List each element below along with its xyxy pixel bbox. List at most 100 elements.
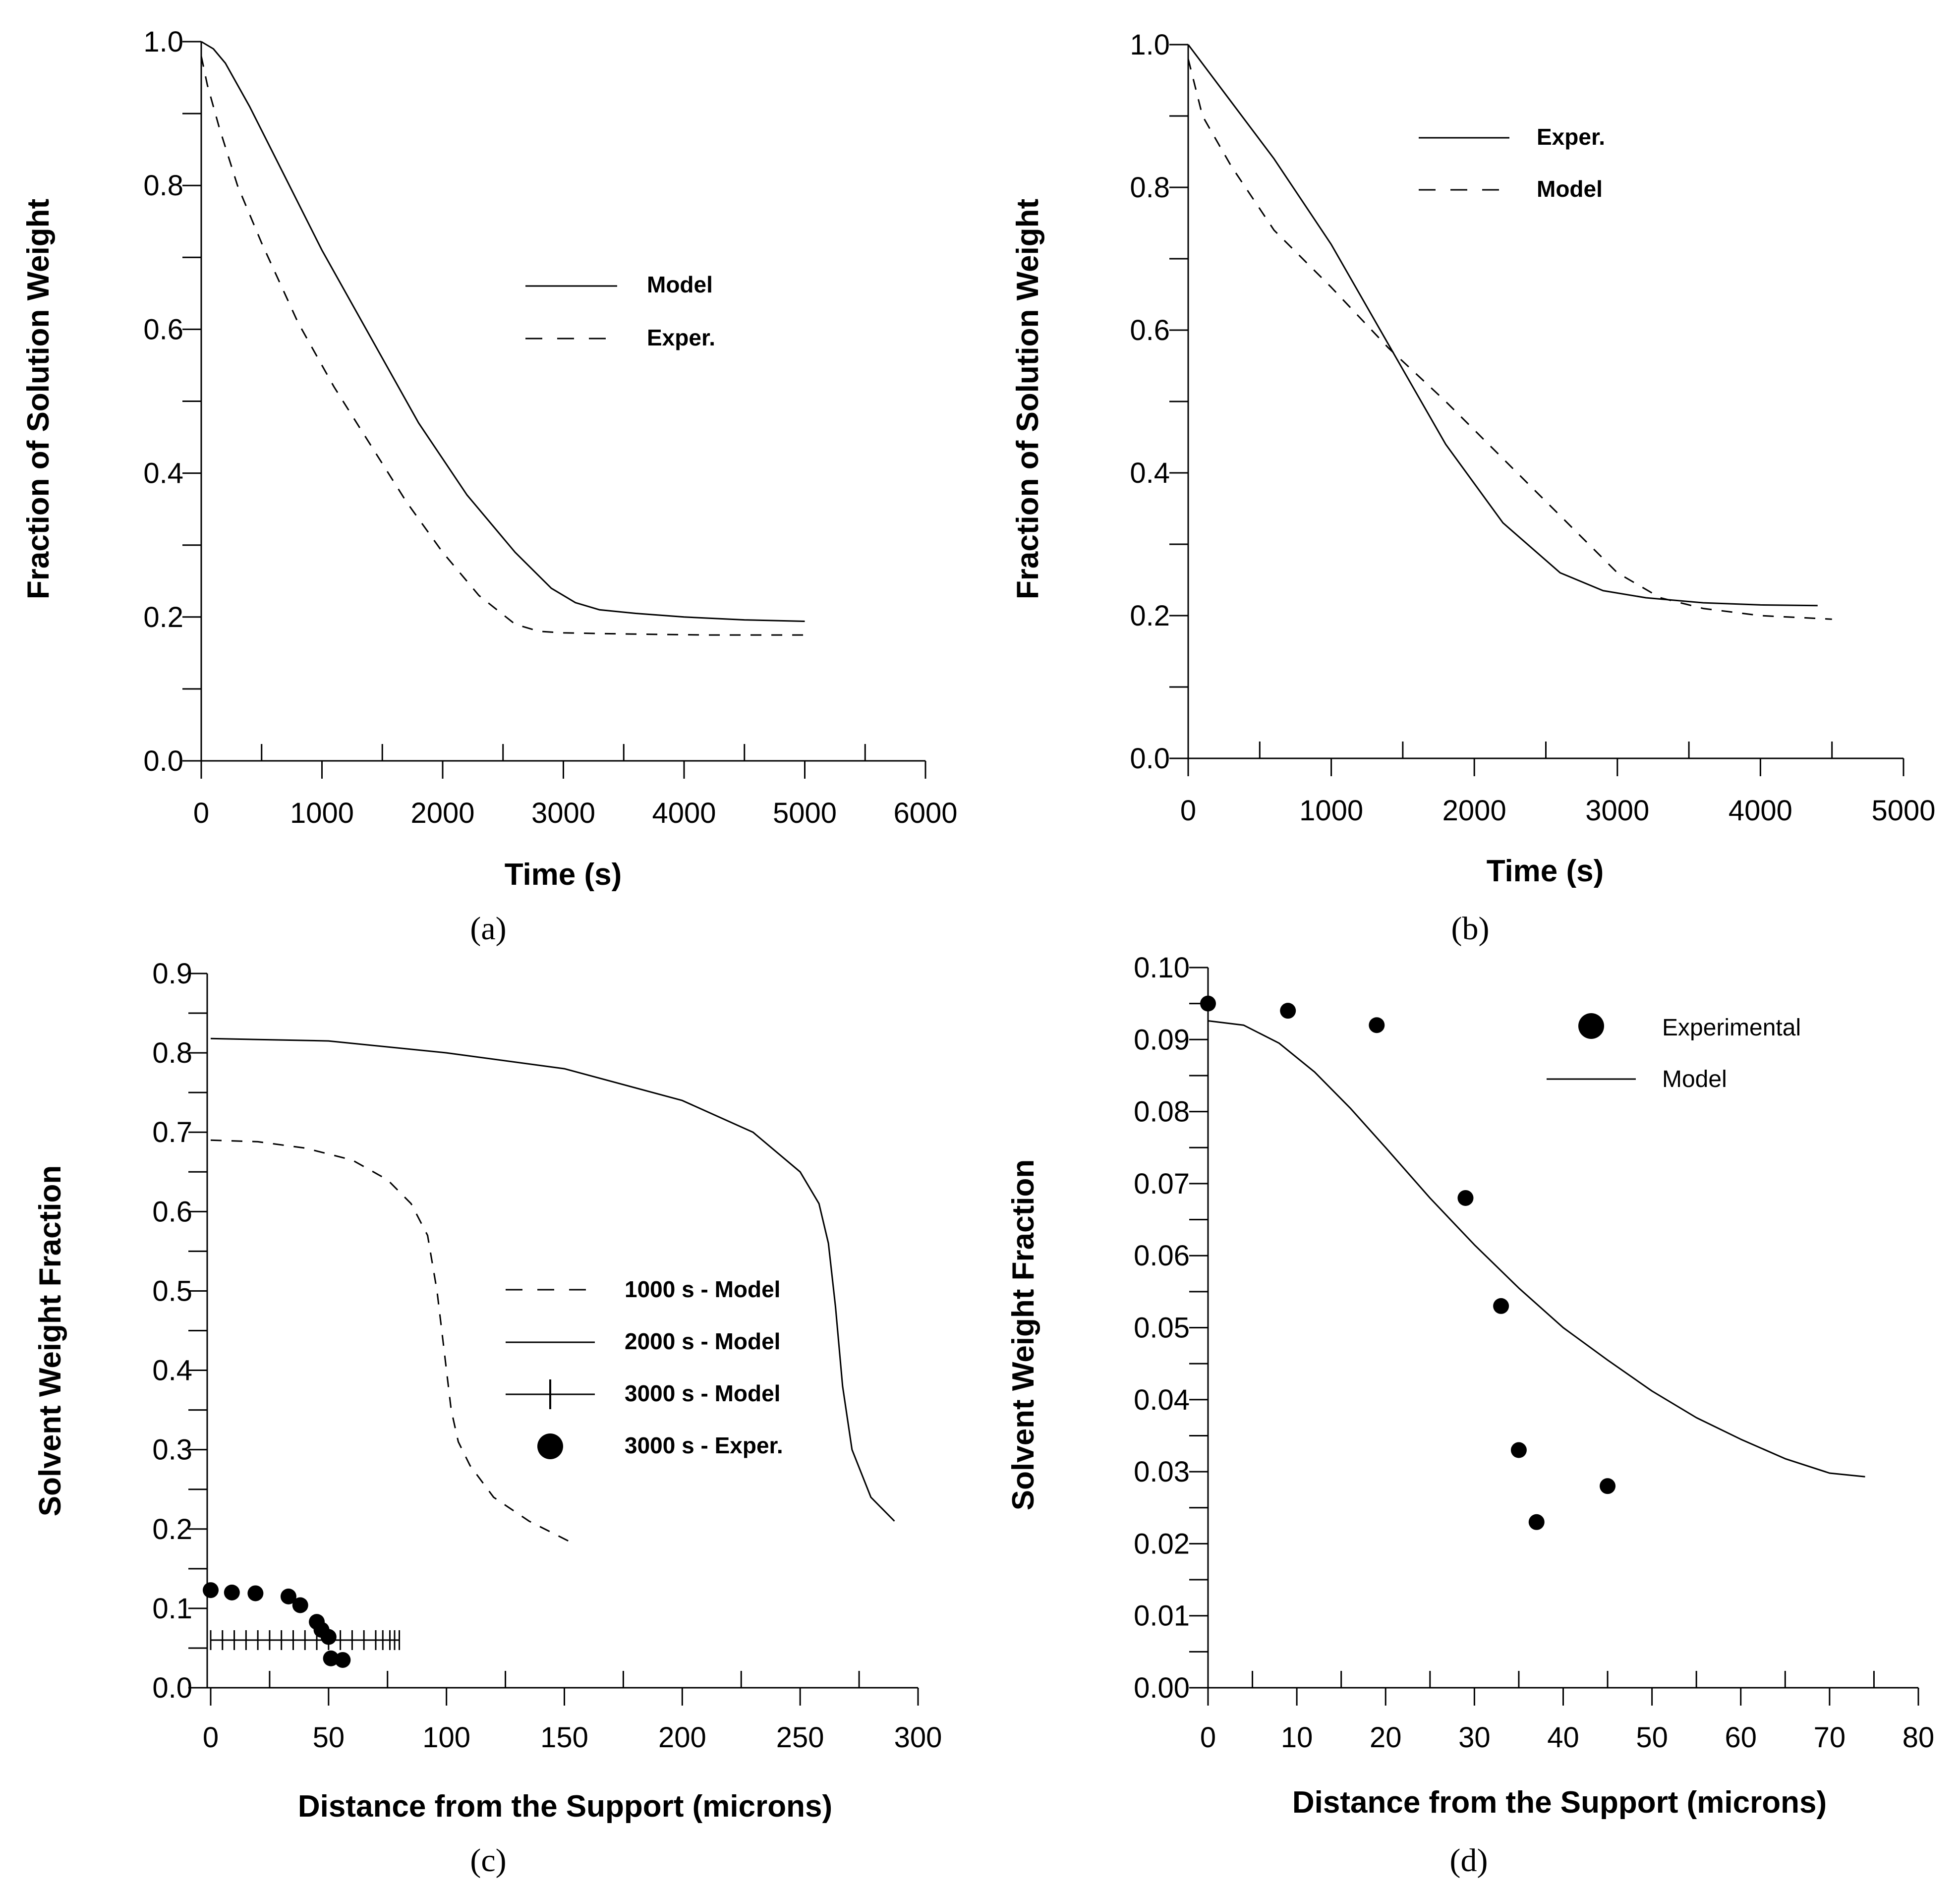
- panel-d-x-tick-label: 30: [1458, 1721, 1491, 1754]
- panel-b-legend-label-2: Model: [1537, 176, 1603, 202]
- panel-c-x-tick-label: 0: [203, 1721, 219, 1754]
- panel-a-y-tick-label: 0.4: [143, 457, 183, 490]
- panel-d-legend-label-2: Model: [1662, 1066, 1727, 1092]
- panel-c-legend-label-2: 2000 s - Model: [625, 1328, 780, 1354]
- panel-b-y-tick-label: 0.0: [1130, 743, 1170, 775]
- panel-c-x-tick-label: 250: [776, 1721, 824, 1754]
- panel-a-x-tick-label: 0: [193, 797, 209, 829]
- panel-a-y-tick-label: 0.6: [143, 313, 183, 345]
- panel-d-label: (d): [1450, 1842, 1488, 1879]
- panel-c-legend-symbol-4: [537, 1433, 563, 1459]
- panel-c-xlabel: Distance from the Support (microns): [298, 1789, 832, 1824]
- panel-d-x-tick-label: 60: [1725, 1721, 1757, 1754]
- panel-d-x-tick-label: 50: [1636, 1721, 1668, 1754]
- panel-d-y-tick-label: 0.02: [1134, 1528, 1190, 1560]
- panel-a-y-tick-label: 0.8: [143, 170, 183, 202]
- panel-d-plot: 0 10 20 30 40 50 60 70 80 0.00 0.01 0.02 0.03 0.04 0.0…: [1134, 952, 1934, 1754]
- panel-d-y-tick-label: 0.10: [1134, 952, 1190, 984]
- panel-d-y-tick-label: 0.05: [1134, 1312, 1190, 1344]
- panel-c-series-4-point: [323, 1650, 339, 1666]
- panel-b-y-tick-label: 0.2: [1130, 600, 1170, 632]
- panel-d-series-1-point: [1369, 1017, 1385, 1033]
- panel-c-series-4-point: [224, 1584, 240, 1601]
- panel-b-x-tick-label: 4000: [1729, 795, 1792, 827]
- panel-d-y-tick-label: 0.03: [1134, 1456, 1190, 1488]
- panel-c-y-tick-label: 0.9: [152, 958, 192, 990]
- panel-c-y-tick-label: 0.8: [152, 1037, 192, 1069]
- panel-d-x-tick-label: 70: [1814, 1721, 1846, 1754]
- panel-d-x-tick-label: 40: [1547, 1721, 1579, 1754]
- panel-a-x-tick-label: 5000: [773, 797, 837, 829]
- panel-a-series-1-line: [201, 41, 805, 622]
- panel-d-legend-symbol-1: [1578, 1013, 1604, 1039]
- panel-c-series-4-point: [335, 1652, 351, 1668]
- panel-c-plot: 0 50 100 150 200 250 300 0.0 0.1 0.2 0.3 0.4 0.5 0.6 0…: [152, 958, 942, 1754]
- panel-c-y-tick-label: 0.5: [152, 1275, 192, 1307]
- panel-d-x-tick-label: 10: [1281, 1721, 1313, 1754]
- panel-a-xlabel: Time (s): [505, 858, 622, 892]
- panel-d-series-1-point: [1600, 1478, 1616, 1494]
- panel-c-y-tick-label: 0.7: [152, 1116, 192, 1148]
- panel-d-series-1-point: [1280, 1003, 1296, 1019]
- panel-a-legend-label-2: Exper.: [647, 325, 715, 350]
- panel-d-y-tick-label: 0.09: [1134, 1024, 1190, 1056]
- panel-c-y-tick-label: 0.1: [152, 1593, 192, 1625]
- panel-d-y-tick-label: 0.01: [1134, 1600, 1190, 1632]
- panel-a-ylabel: Fraction of Solution Weight: [21, 199, 56, 599]
- panel-c-series-4-point: [203, 1582, 219, 1599]
- panel-c-series-4-point: [292, 1597, 308, 1613]
- panel-d-x-tick-label: 80: [1902, 1721, 1935, 1754]
- panel-c-y-tick-label: 0.6: [152, 1196, 192, 1228]
- panel-b: 0 1000 2000 3000 4000 50000.00.20.40.60.81.0 …: [1011, 29, 1936, 947]
- panel-c-ylabel: Solvent Weight Fraction: [33, 1165, 67, 1516]
- panel-d: 0 10 20 30 40 50 60 70 80 0.00 0.01 0.02 0.03 0.04 0.0…: [1006, 952, 1934, 1879]
- panel-d-series-1-point: [1493, 1298, 1509, 1314]
- panel-d-series-1-point: [1510, 1442, 1527, 1458]
- panel-c-series-4-point: [320, 1629, 337, 1645]
- panel-a: 0 1000 2000 3000 4000 5000 6000 0.0 0.2 0.4 0.6 0.8…: [21, 26, 958, 947]
- panel-d-ylabel: Solvent Weight Fraction: [1006, 1159, 1040, 1510]
- panel-b-x-tick-label: 0: [1180, 795, 1196, 827]
- panel-a-y-tick-label: 0.2: [143, 601, 183, 633]
- panel-c-x-tick-label: 150: [540, 1721, 588, 1754]
- panel-b-plot: 0 1000 2000 3000 4000 5000 0.0 0.2 0.4 0.6 0.8 1.0: [1130, 29, 1935, 827]
- panel-d-y-tick-label: 0.08: [1134, 1096, 1190, 1128]
- panel-b-y-tick-label: 0.6: [1130, 314, 1170, 346]
- panel-b-legend-label-1: Exper.: [1537, 124, 1605, 150]
- panel-a-y-tick-label: 0.0: [143, 745, 183, 777]
- panel-c-x-tick-label: 50: [313, 1721, 345, 1754]
- panel-d-legend-label-1: Experimental: [1662, 1015, 1801, 1041]
- panel-a-label: (a): [470, 911, 506, 947]
- panel-d-series-1-point: [1528, 1514, 1545, 1530]
- panel-d-x-tick-label: 20: [1370, 1721, 1402, 1754]
- panel-b-series-1-line: [1187, 44, 1818, 607]
- panel-a-legend-label-1: Model: [647, 272, 713, 297]
- panel-a-series-2-line: [200, 56, 805, 636]
- panel-a-y-tick-label: 1.0: [143, 26, 183, 58]
- panel-d-xlabel: Distance from the Support (microns): [1292, 1785, 1827, 1820]
- panel-a-x-tick-label: 6000: [893, 797, 957, 829]
- panel-c-legend-label-4: 3000 s - Exper.: [625, 1432, 783, 1458]
- panel-d-x-tick-label: 0: [1200, 1721, 1216, 1754]
- panel-d-series-2-line: [1208, 1020, 1865, 1478]
- panel-a-x-tick-label: 2000: [410, 797, 474, 829]
- panel-b-ylabel: Fraction of Solution Weight: [1011, 199, 1045, 599]
- panel-c-legend-label-3: 3000 s - Model: [625, 1380, 780, 1406]
- panel-d-y-tick-label: 0.00: [1134, 1672, 1190, 1704]
- panel-c: 0 50 100 150 200 250 300 0.0 0.1 0.2 0.3 0.4 0.5 0.6 0…: [33, 958, 942, 1879]
- panel-b-x-tick-label: 2000: [1442, 795, 1506, 827]
- panel-c-series-1-line: [210, 1139, 576, 1546]
- panel-b-x-tick-label: 5000: [1871, 795, 1935, 827]
- panel-b-series-2-line: [1187, 58, 1832, 620]
- panel-c-series-4-point: [280, 1588, 296, 1604]
- panel-b-y-tick-label: 0.8: [1130, 172, 1170, 204]
- panel-c-label: (c): [470, 1842, 506, 1879]
- panel-a-plot: 0 1000 2000 3000 4000 5000 6000 0.0 0.2 0.4 0.6 0.8…: [143, 26, 957, 829]
- panel-d-series-1-point: [1200, 995, 1216, 1012]
- panel-b-label: (b): [1451, 911, 1490, 947]
- panel-d-series-1-point: [1457, 1190, 1474, 1206]
- panel-b-y-tick-label: 0.4: [1130, 457, 1170, 489]
- panel-a-x-tick-label: 1000: [290, 797, 354, 829]
- panel-c-y-tick-label: 0.0: [152, 1672, 192, 1704]
